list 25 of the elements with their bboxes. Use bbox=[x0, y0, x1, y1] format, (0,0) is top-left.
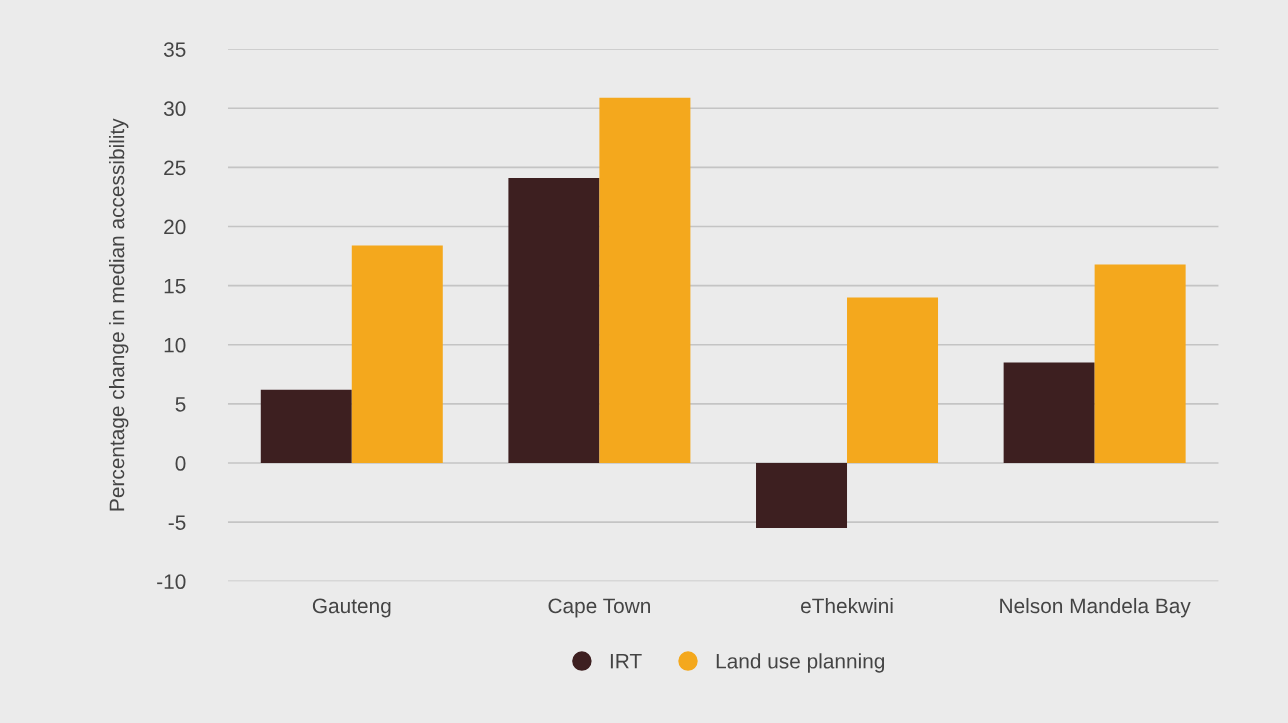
y-tick-label: 25 bbox=[164, 160, 186, 176]
bar bbox=[756, 463, 848, 529]
x-tick-label: eThekwini bbox=[801, 597, 893, 614]
x-tick-label: Gauteng bbox=[312, 598, 391, 618]
y-tick-label: 35 bbox=[163, 42, 186, 57]
y-tick-label: 15 bbox=[164, 278, 186, 294]
y-tick-label: 30 bbox=[163, 101, 186, 117]
bar bbox=[1094, 264, 1186, 464]
y-tick-label: 20 bbox=[164, 219, 186, 235]
y-tick-label: -5 bbox=[168, 515, 186, 530]
bar bbox=[351, 245, 443, 464]
x-tick-label: Cape Town bbox=[548, 598, 650, 618]
y-axis-title: Percentage change in median accessibility bbox=[109, 118, 129, 511]
legend-label: IRT bbox=[610, 654, 642, 669]
bar bbox=[847, 297, 939, 464]
y-tick-label: -10 bbox=[157, 574, 186, 590]
bar bbox=[260, 389, 352, 464]
y-tick-label: 0 bbox=[175, 456, 186, 471]
bar bbox=[1003, 362, 1095, 464]
x-tick-label: Nelson Mandela Bay bbox=[1000, 597, 1191, 618]
bar bbox=[508, 178, 600, 464]
legend-label: Land use planning bbox=[716, 653, 885, 673]
y-tick-label: 5 bbox=[175, 397, 186, 412]
y-tick-label: 10 bbox=[164, 337, 186, 353]
bar bbox=[599, 97, 691, 464]
